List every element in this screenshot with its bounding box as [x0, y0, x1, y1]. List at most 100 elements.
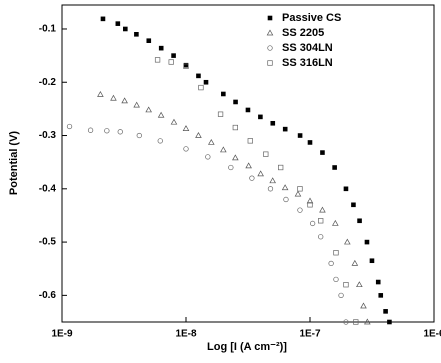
data-point — [297, 207, 303, 213]
data-point — [369, 258, 375, 264]
data-point — [353, 319, 359, 325]
data-point — [247, 138, 253, 144]
data-point — [297, 133, 303, 138]
data-point — [245, 162, 252, 169]
data-point — [360, 302, 367, 309]
x-tick-label: 1E-6 — [423, 329, 441, 340]
data-point — [375, 279, 381, 285]
data-point — [267, 186, 274, 192]
data-point — [198, 84, 204, 91]
data-point — [263, 151, 269, 157]
data-point — [232, 124, 238, 131]
data-point — [364, 239, 370, 245]
data-point — [208, 138, 215, 145]
data-point — [387, 319, 392, 325]
data-point — [134, 32, 139, 37]
legend-marker — [266, 29, 274, 36]
data-point — [318, 234, 324, 240]
data-point — [343, 282, 349, 288]
data-point — [110, 94, 117, 101]
data-point — [297, 186, 303, 192]
legend-label: SS 2205 — [282, 27, 324, 39]
y-tick-label: -0.2 — [39, 77, 57, 88]
legend-label: SS 316LN — [282, 57, 333, 69]
data-point — [281, 184, 289, 191]
data-point — [115, 21, 121, 26]
data-point — [245, 107, 251, 113]
data-point — [205, 154, 211, 160]
y-axis-title: Potential (V) — [8, 131, 20, 196]
data-point — [104, 128, 110, 134]
data-point — [332, 219, 339, 226]
data-point — [171, 53, 176, 58]
data-point — [307, 202, 313, 208]
data-point — [257, 170, 264, 177]
data-point — [154, 57, 161, 63]
data-point — [157, 111, 165, 118]
plot-frame — [61, 4, 435, 323]
data-point — [307, 140, 313, 145]
y-tick-label: -0.3 — [39, 130, 57, 141]
data-point — [378, 293, 384, 298]
data-point — [383, 309, 388, 314]
x-tick-label: 1E-8 — [175, 329, 197, 340]
data-point — [221, 91, 226, 97]
data-point — [228, 164, 234, 171]
y-tick-label: -0.4 — [39, 183, 57, 194]
data-point — [258, 114, 263, 120]
data-point — [278, 164, 284, 171]
legend-marker — [267, 15, 273, 21]
data-point — [283, 196, 289, 203]
data-point — [333, 250, 339, 256]
data-point — [320, 150, 325, 155]
data-point — [157, 138, 163, 144]
data-point — [183, 63, 189, 69]
legend-label: Passive CS — [282, 12, 341, 24]
data-point — [343, 186, 349, 192]
data-point — [196, 73, 201, 79]
data-point — [66, 123, 73, 130]
legend-marker — [267, 60, 273, 66]
data-point — [182, 125, 190, 131]
data-point — [183, 62, 189, 68]
data-point — [338, 292, 344, 299]
data-point — [333, 276, 339, 283]
data-point — [220, 146, 227, 153]
data-point — [170, 118, 178, 125]
x-tick-label: 1E-9 — [51, 329, 73, 340]
y-tick-label: -0.1 — [39, 24, 57, 35]
data-point — [364, 318, 371, 325]
data-point — [146, 38, 152, 43]
data-point — [294, 190, 302, 197]
data-point — [145, 106, 152, 113]
data-point — [356, 281, 363, 288]
data-point — [232, 154, 239, 161]
legend-marker — [267, 45, 273, 51]
data-point — [249, 175, 255, 181]
data-point — [183, 146, 189, 152]
data-point — [319, 206, 326, 213]
data-point — [158, 45, 164, 51]
data-point — [328, 260, 334, 267]
data-point — [282, 126, 288, 132]
data-point — [133, 101, 140, 108]
data-point — [195, 132, 202, 138]
x-axis-title: Log [I (A cm⁻²)] — [207, 341, 287, 353]
data-point — [168, 59, 174, 65]
data-point — [117, 129, 123, 135]
legend-label: SS 304LN — [282, 42, 333, 54]
x-tick-label: 1E-7 — [299, 329, 321, 340]
data-point — [217, 111, 224, 117]
data-point — [351, 259, 359, 266]
y-tick-label: -0.5 — [39, 237, 57, 248]
data-point — [269, 177, 276, 184]
data-point — [309, 220, 316, 227]
y-tick-label: -0.6 — [39, 290, 57, 301]
data-point — [318, 218, 324, 224]
data-point — [87, 127, 94, 133]
data-point — [100, 16, 106, 22]
data-point — [97, 90, 104, 97]
data-point — [351, 202, 356, 208]
data-point — [306, 197, 314, 204]
